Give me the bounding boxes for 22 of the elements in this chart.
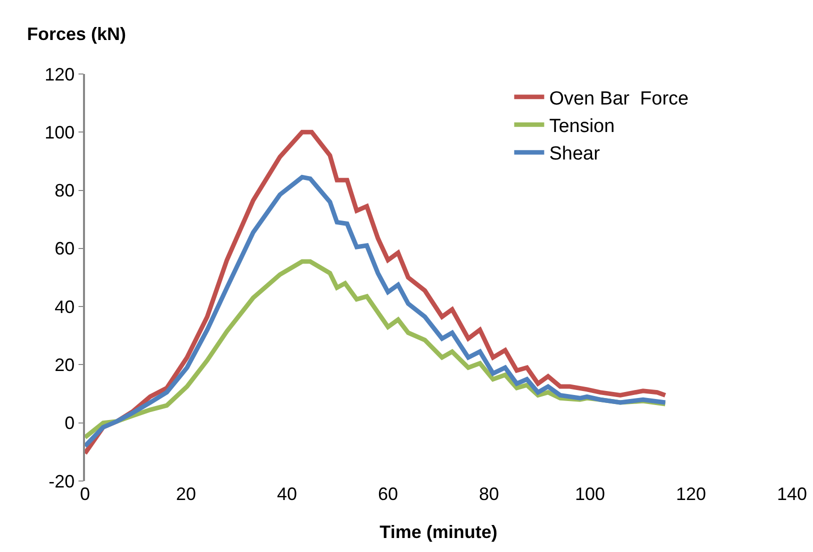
y-tick-label: 80 (54, 180, 75, 201)
y-tick-label: 100 (44, 122, 75, 142)
y-tick-label: 60 (54, 238, 75, 259)
x-tick-label: 100 (574, 484, 606, 504)
y-tick-label: -20 (48, 471, 75, 492)
y-tick-label: 0 (64, 413, 75, 434)
legend-label: Shear (549, 144, 601, 165)
y-tick-label: 40 (54, 296, 75, 317)
y-tick-label: 20 (54, 355, 75, 376)
x-tick-label: 20 (176, 484, 196, 504)
x-axis-title: Time (minute) (380, 522, 498, 542)
x-tick-label: 0 (80, 484, 90, 504)
y-axis-title: Forces (kN) (27, 24, 126, 44)
line-series (85, 174, 668, 448)
x-tick-label: 140 (776, 484, 808, 504)
legend-label: Tension (549, 116, 615, 138)
y-tick-label: 120 (44, 64, 75, 84)
x-tick-label: 40 (276, 484, 298, 504)
x-tick-label: 60 (378, 484, 398, 504)
legend-label: Oven Bar Force (549, 88, 689, 110)
x-tick-label: 120 (676, 484, 706, 504)
x-tick-label: 80 (478, 484, 500, 504)
